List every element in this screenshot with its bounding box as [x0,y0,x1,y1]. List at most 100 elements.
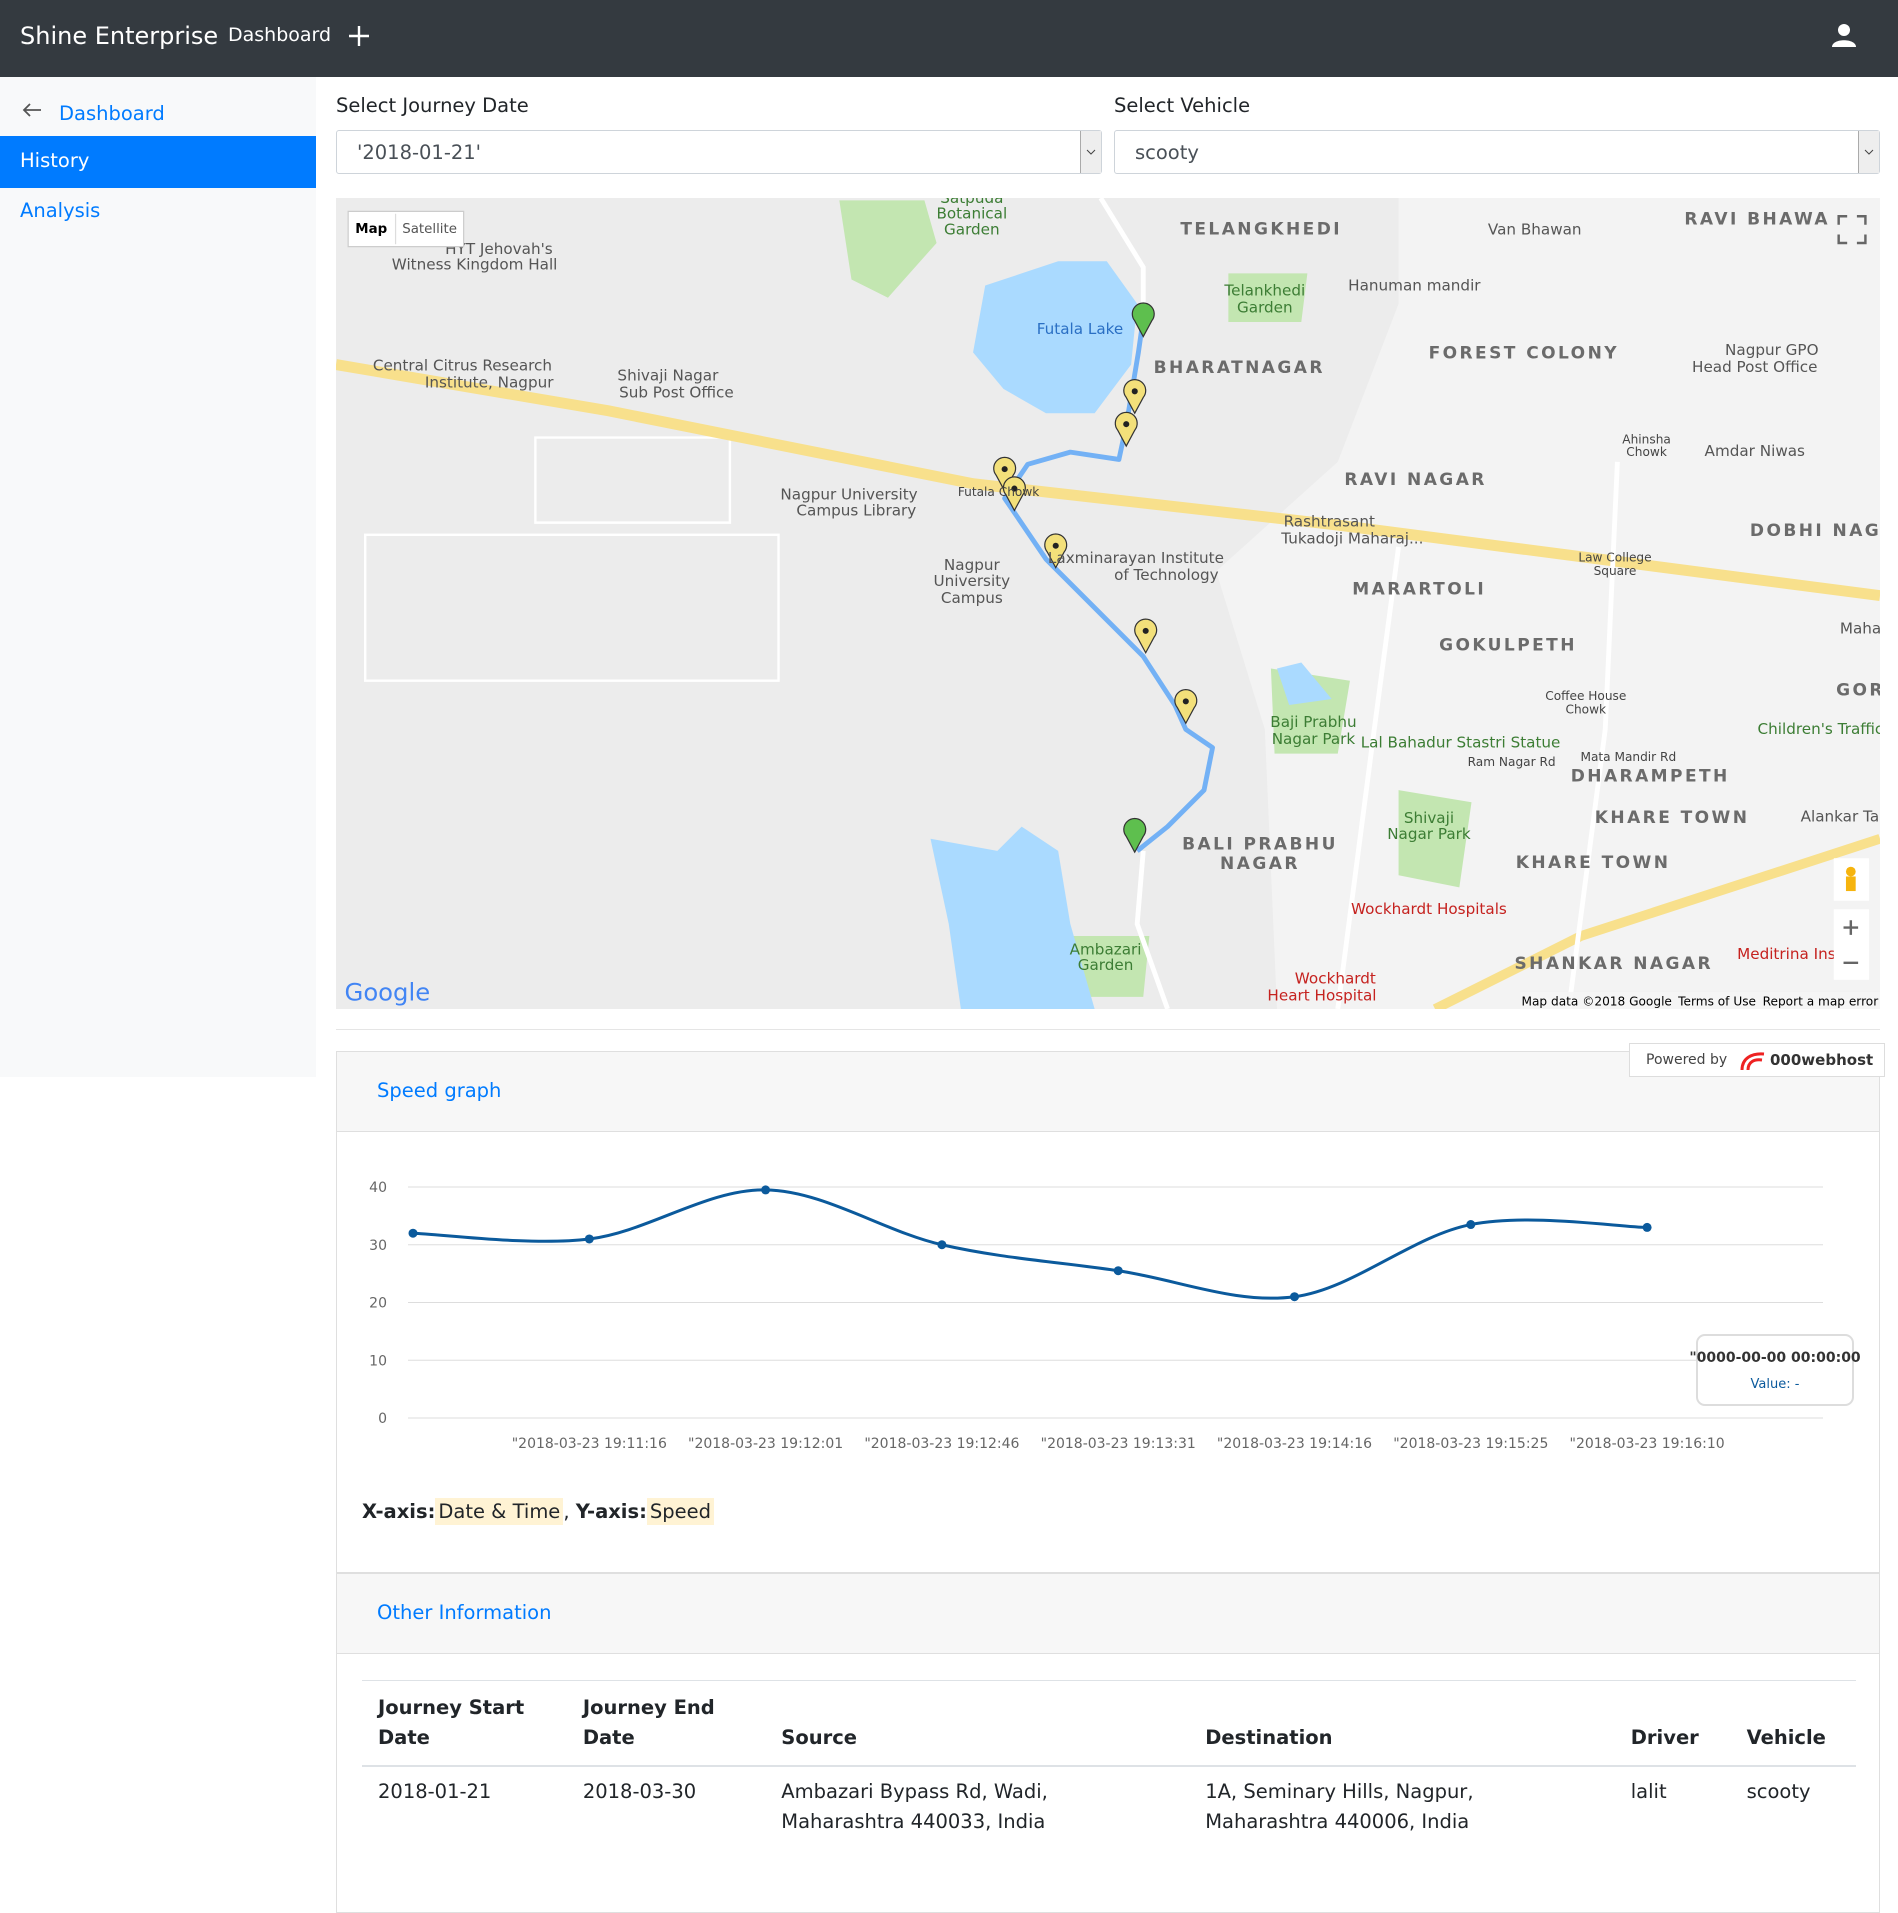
satellite-button[interactable]: Satellite [402,222,457,237]
info-card: Other Information Journey Start DateJour… [336,1573,1880,1913]
badge-brand: 000webhost [1770,1051,1873,1069]
speed-line [413,1190,1647,1298]
map-label: Institute, Nagpur [425,374,554,392]
map-label: Nagar Park [1272,730,1356,748]
map-label: SHANKAR NAGAR [1514,954,1713,974]
card-header: Other Information [337,1574,1879,1654]
report-link[interactable]: Report a map error [1763,994,1879,1008]
table-cell: lalit [1615,1766,1731,1847]
map-label: Laxminarayan Institute [1048,549,1224,567]
map-label: Shivaji Nagar [617,366,719,384]
x-tick-label: "2018-03-23 19:12:01 [688,1436,843,1452]
map-label: Nagar Park [1387,825,1471,843]
badge-prefix: Powered by [1646,1052,1727,1068]
map-label: BHARATNAGAR [1154,358,1325,378]
table-cell: 2018-01-21 [362,1766,567,1847]
pin-dot [1183,698,1189,704]
data-point [1290,1292,1299,1301]
side-item[interactable]: Analysis [20,199,100,222]
x-tick-label: "2018-03-23 19:11:16 [512,1436,667,1452]
map-label: Heart Hospital [1267,986,1376,1004]
map-label: Campus [941,589,1003,607]
map-label: of Technology [1114,566,1219,584]
data-point [585,1234,594,1243]
tooltip [1697,1335,1853,1405]
vehicle-value: scooty [1135,141,1199,164]
map-label: Children's Traffic [1758,720,1880,738]
map-label: Campus Library [796,501,916,519]
map-label: Meditrina Ins [1737,945,1836,963]
map-label: Tukadoji Maharaj... [1280,529,1423,547]
table-cell: 1A, Seminary Hills, Nagpur, Maharashtra … [1189,1766,1615,1847]
caret [1858,131,1879,173]
hosting-badge[interactable]: Powered by 000webhost [1629,1043,1885,1077]
column-header: Destination [1189,1681,1615,1767]
header-row: Journey Start DateJourney End DateSource… [362,1681,1856,1767]
y-label: Speed [647,1498,714,1525]
map-label: RAVI NAGAR [1344,470,1487,490]
data-point [409,1229,418,1238]
brand[interactable]: Shine Enterprise [20,22,218,50]
speed-card: Speed graph 010203040"2018-03-23 19:11:1… [336,1051,1880,1573]
map-label: KHARE TOWN [1516,853,1671,873]
sidebar: Dashboard [0,77,316,1077]
card-title: Speed graph [377,1079,501,1102]
map-label: FOREST COLONY [1429,343,1619,363]
zoom-control[interactable] [1834,909,1869,980]
data-point [1643,1223,1652,1232]
back-arrow[interactable] [22,102,42,118]
terms-link[interactable]: Terms of Use [1677,994,1756,1008]
map-label: GOR [1836,680,1880,700]
map-label: Amdar Niwas [1705,442,1806,460]
map-label: TELANGKHEDI [1180,219,1342,239]
table-cell: Ambazari Bypass Rd, Wadi, Maharashtra 44… [765,1766,1189,1847]
map-label: Alankar Ta [1801,808,1880,826]
tooltip-title: "0000-00-00 00:00:00 [1689,1350,1861,1366]
map-label: Garden [1237,298,1293,316]
date-select[interactable]: '2018-01-21' [336,130,1102,174]
pin-dot [1143,628,1149,634]
map-label: Garden [944,220,1000,238]
map-label: RAVI BHAWA [1684,210,1830,230]
map-label: Mata Mandir Rd [1581,750,1677,764]
x-tick-label: "2018-03-23 19:14:16 [1217,1436,1372,1452]
map-label: Head Post Office [1692,358,1817,376]
google-logo: Google [345,977,431,1006]
y-tick-label: 30 [369,1238,387,1254]
map-label: Lal Bahadur Stastri Statue [1361,734,1561,752]
map-button[interactable]: Map [355,222,387,237]
side-item[interactable]: History [20,149,89,172]
y-tick-label: 0 [378,1411,387,1427]
map-label: DHARAMPETH [1571,767,1730,787]
date-label: Select Journey Date [336,94,529,117]
tooltip-value: Value: - [1751,1377,1800,1392]
table-cell: scooty [1731,1766,1856,1847]
info-table: Journey Start DateJourney End DateSource… [362,1680,1856,1847]
map-label: KHARE TOWN [1595,808,1750,828]
map-label: Law College [1578,551,1651,565]
card-title: Other Information [377,1601,551,1624]
data-point [937,1240,946,1249]
map-label: MARARTOLI [1352,579,1486,599]
map-label: Coffee House [1545,689,1626,703]
map-label: DOBHI NAG [1750,521,1880,541]
back-link[interactable]: Dashboard [59,102,165,125]
map-label: University [934,572,1011,590]
map-label: Baji Prabhu [1270,713,1356,731]
map-label: BALI PRABHU [1182,835,1338,855]
user-icon[interactable] [1832,23,1856,47]
add-icon[interactable] [348,25,370,47]
map-label: Central Citrus Research [373,357,552,375]
pin-dot [1123,421,1129,427]
data-point [1114,1266,1123,1275]
map-label: Telankhedi [1223,281,1305,299]
nav-link[interactable]: Dashboard [228,24,331,46]
divider [336,1029,1880,1030]
map[interactable]: SatpudaBotanicalGardenHYT Jehovah'sWitne… [336,198,1880,1009]
y-tick-label: 20 [369,1296,387,1312]
vehicle-select[interactable]: scooty [1114,130,1880,174]
column-header: Journey Start Date [362,1681,567,1767]
map-label: Futala Lake [1037,320,1124,338]
pin-dot [1132,388,1138,394]
data-point [761,1185,770,1194]
